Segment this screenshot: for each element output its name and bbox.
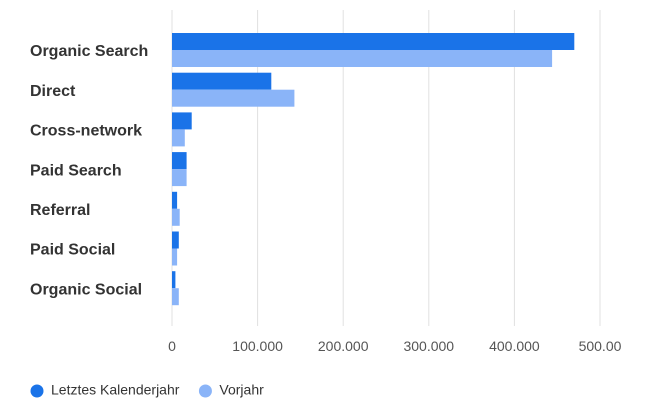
x-tick-label-5: 500.00 (579, 338, 622, 354)
category-label-organic-search: Organic Search (30, 43, 148, 60)
bar-paid-search-series-1[interactable] (172, 169, 187, 187)
bar-organic-search-series-0[interactable] (172, 33, 575, 50)
legend-marker-1 (198, 384, 212, 398)
category-label-cross-network: Cross-network (30, 123, 142, 140)
category-label-paid-social: Paid Social (30, 242, 115, 259)
bar-paid-search-series-0[interactable] (172, 152, 187, 170)
legend: Letztes Kalenderjahr Vorjahr (30, 382, 264, 398)
legend-label-1: Vorjahr (219, 382, 264, 398)
x-tick-label-4: 400.000 (489, 338, 540, 354)
legend-item-0[interactable]: Letztes Kalenderjahr (30, 382, 180, 398)
legend-item-1[interactable]: Vorjahr (198, 382, 264, 398)
bar-organic-social-series-0[interactable] (172, 271, 176, 289)
x-tick-label-0: 0 (168, 338, 176, 354)
x-tick-label-3: 300.000 (403, 338, 454, 354)
category-label-organic-social: Organic Social (30, 281, 142, 298)
bar-paid-social-series-1[interactable] (172, 248, 178, 266)
bar-referral-series-1[interactable] (172, 208, 180, 226)
bar-paid-social-series-0[interactable] (172, 231, 179, 249)
bar-organic-search-series-1[interactable] (172, 50, 553, 67)
x-tick-label-1: 100.000 (232, 338, 283, 354)
bar-cross-network-series-0[interactable] (172, 112, 192, 130)
x-axis-tick-labels: 0 100.000 200.000 300.000 400.000 500.00 (168, 338, 622, 354)
category-label-paid-search: Paid Search (30, 162, 122, 179)
legend-label-0: Letztes Kalenderjahr (51, 382, 180, 398)
x-tick-label-2: 200.000 (318, 338, 369, 354)
bar-referral-series-0[interactable] (172, 191, 178, 209)
category-label-referral: Referral (30, 202, 90, 219)
bar-direct-series-0[interactable] (172, 72, 272, 90)
bar-organic-social-series-1[interactable] (172, 288, 179, 306)
bars (172, 33, 575, 306)
category-label-direct: Direct (30, 83, 76, 100)
bar-cross-network-series-1[interactable] (172, 129, 185, 147)
bar-direct-series-1[interactable] (172, 89, 295, 107)
category-labels: Organic Search Direct Cross-network Paid Se… (30, 43, 148, 298)
legend-marker-0 (30, 384, 44, 398)
